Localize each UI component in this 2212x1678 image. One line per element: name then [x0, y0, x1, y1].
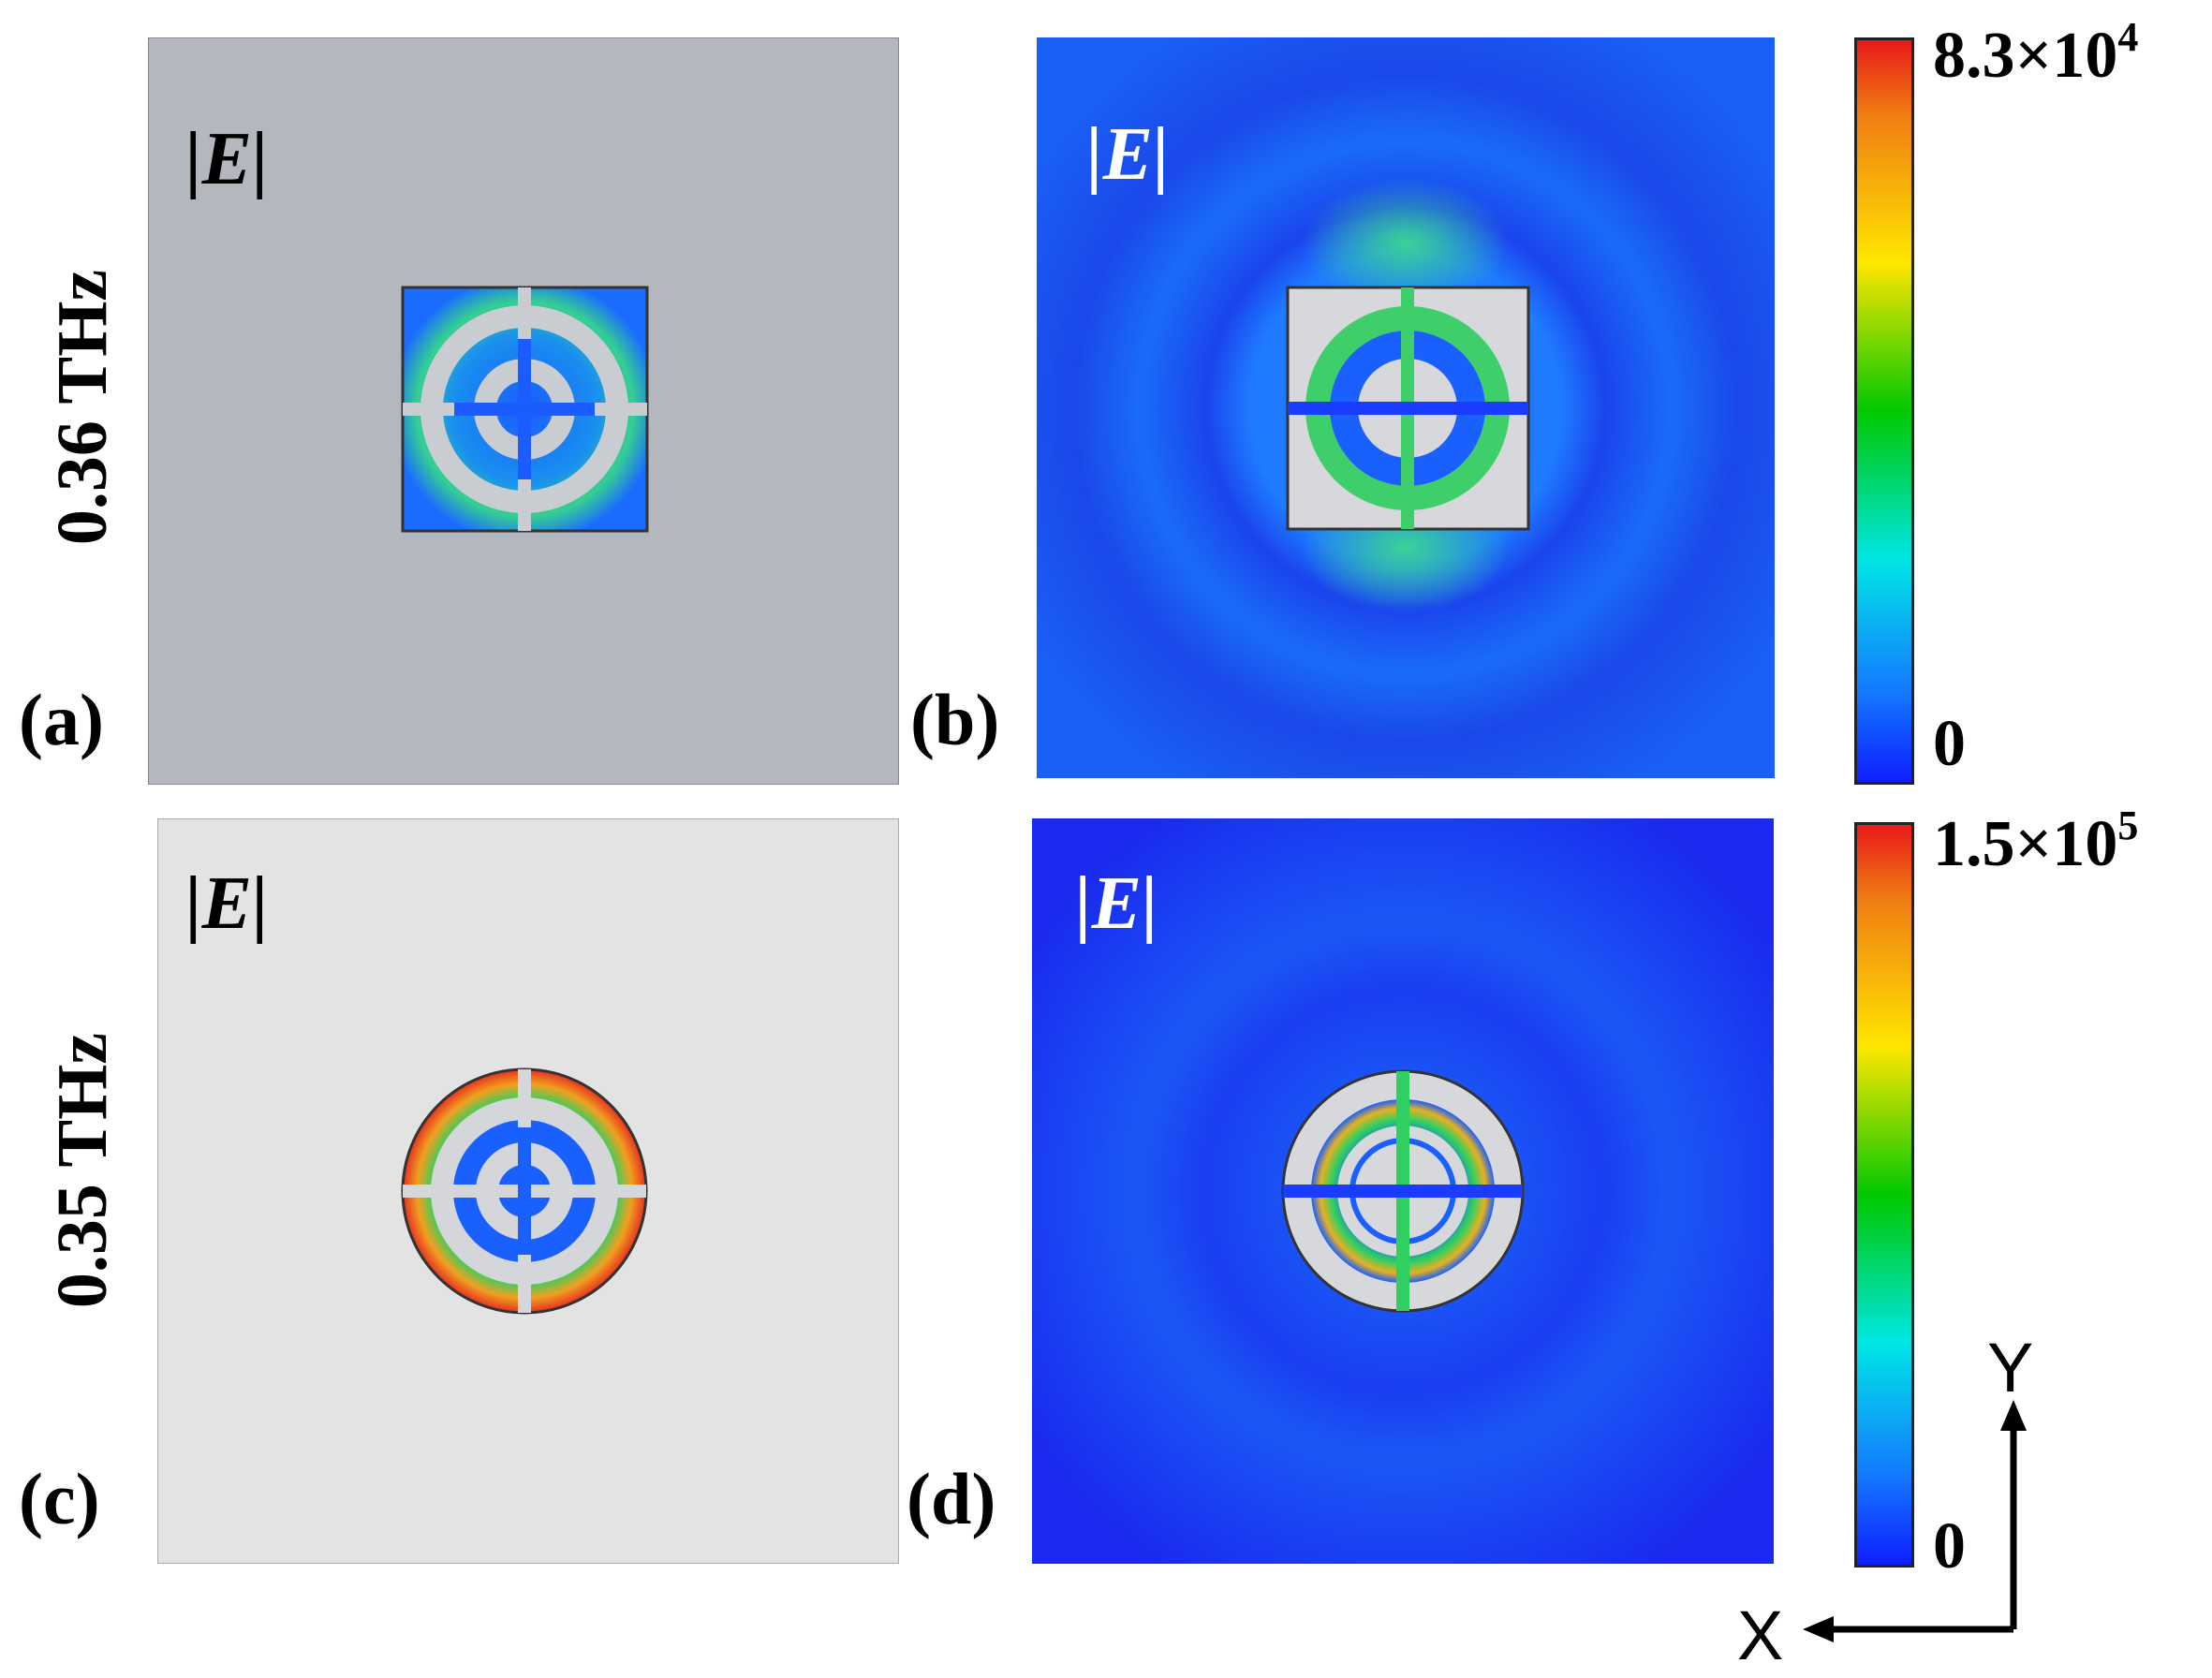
- panel-b-label: (b): [910, 679, 1000, 760]
- panel-d-field-label: |E|: [1075, 862, 1158, 945]
- panel-a: [148, 37, 899, 785]
- colorbar-1: [1854, 37, 1914, 785]
- frequency-label-row1: 0.36 THz: [43, 269, 122, 546]
- panel-a-label: (a): [19, 679, 104, 760]
- panel-a-field-label: |E|: [185, 118, 269, 200]
- axes-indicator: [1803, 1400, 2027, 1642]
- colorbar-2-max: 1.5×105: [1933, 802, 2139, 880]
- panel-d: [1032, 818, 1774, 1564]
- colorbar-1-min: 0: [1933, 708, 1966, 780]
- colorbar-2: [1854, 822, 1914, 1568]
- colorbar-1-max: 8.3×104: [1933, 14, 2139, 92]
- panel-c-label: (c): [19, 1458, 100, 1539]
- x-axis-label: X: [1737, 1597, 1784, 1674]
- panel-c: [157, 818, 899, 1564]
- y-axis-label: Y: [1987, 1329, 2034, 1406]
- panel-d-label: (d): [907, 1458, 996, 1539]
- panel-b: [1037, 37, 1775, 778]
- frequency-label-row2: 0.35 THz: [43, 1032, 122, 1309]
- panel-c-field-label: |E|: [185, 862, 269, 945]
- colorbar-2-min: 0: [1933, 1510, 1966, 1582]
- panel-b-field-label: |E|: [1086, 113, 1170, 196]
